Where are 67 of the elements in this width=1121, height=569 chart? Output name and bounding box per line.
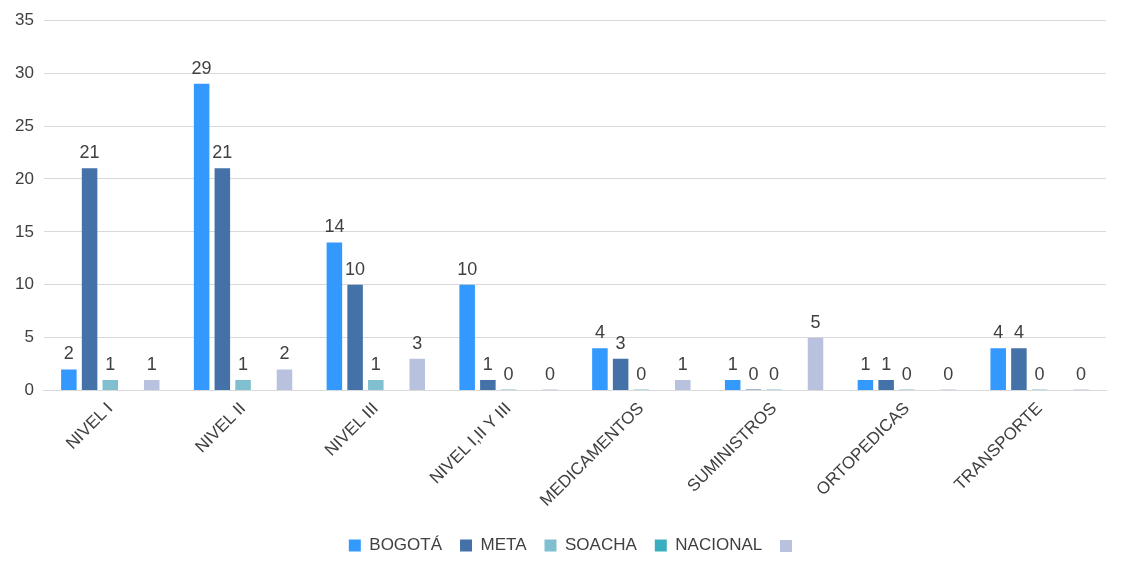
y-tick-label: 20 — [14, 168, 34, 188]
data-label: 0 — [503, 363, 514, 384]
data-label: 3 — [615, 332, 626, 353]
bar — [326, 242, 343, 391]
legend-label: META — [480, 535, 528, 555]
data-label: 29 — [191, 57, 212, 78]
data-label: 4 — [993, 322, 1004, 343]
data-label: 0 — [544, 363, 555, 384]
data-label: 1 — [881, 354, 892, 374]
bar — [459, 284, 475, 391]
y-tick-label: 25 — [14, 115, 34, 135]
bar — [214, 168, 231, 391]
bar — [878, 380, 894, 391]
data-label: 0 — [1034, 363, 1045, 384]
bar — [193, 83, 210, 391]
legend-label: BOGOTÁ — [369, 535, 443, 555]
legend-label: NACIONAL — [675, 535, 763, 555]
data-label: 1 — [860, 354, 871, 374]
data-label: 1 — [146, 354, 157, 374]
data-label: 4 — [594, 322, 605, 343]
bar — [276, 369, 293, 391]
data-label: 3 — [412, 332, 423, 353]
bar — [857, 380, 874, 391]
bar — [102, 380, 119, 391]
bar — [724, 380, 741, 391]
data-label: 21 — [79, 142, 100, 163]
data-label: 10 — [345, 258, 366, 279]
bar — [61, 369, 77, 391]
bar — [807, 337, 824, 391]
bar — [143, 380, 160, 391]
data-label: 2 — [279, 343, 290, 364]
y-tick-label: 10 — [14, 274, 34, 294]
y-tick-label: 0 — [24, 380, 34, 400]
bar — [409, 358, 425, 391]
data-label: 5 — [810, 311, 821, 332]
data-label: 0 — [636, 363, 647, 384]
y-tick-label: 35 — [14, 9, 34, 29]
data-label: 1 — [677, 354, 688, 374]
data-label: 0 — [943, 363, 954, 384]
data-label: 0 — [901, 363, 912, 384]
data-label: 21 — [212, 142, 233, 163]
data-label: 1 — [105, 354, 116, 374]
data-label: 1 — [482, 354, 493, 374]
bar — [235, 380, 251, 391]
y-tick-label: 5 — [24, 327, 34, 347]
data-label: 0 — [1076, 363, 1087, 384]
bar — [81, 168, 98, 391]
data-label: 10 — [457, 258, 478, 279]
bar — [990, 348, 1006, 391]
y-tick-label: 30 — [14, 62, 34, 82]
data-label: 1 — [370, 354, 381, 374]
bar — [347, 284, 363, 391]
bar — [674, 380, 691, 391]
legend-label: SOACHA — [565, 535, 638, 555]
data-label: 0 — [748, 363, 759, 384]
data-label: 4 — [1013, 322, 1024, 343]
y-tick-label: 15 — [14, 221, 34, 241]
bar — [612, 358, 629, 391]
bar — [480, 380, 496, 391]
bar — [592, 348, 608, 391]
data-label: 1 — [238, 354, 249, 374]
data-label: 0 — [769, 363, 780, 384]
data-label: 14 — [324, 216, 345, 237]
bar — [368, 380, 384, 391]
bar — [1011, 348, 1027, 391]
data-label: 1 — [727, 354, 738, 374]
data-label: 2 — [63, 343, 74, 364]
